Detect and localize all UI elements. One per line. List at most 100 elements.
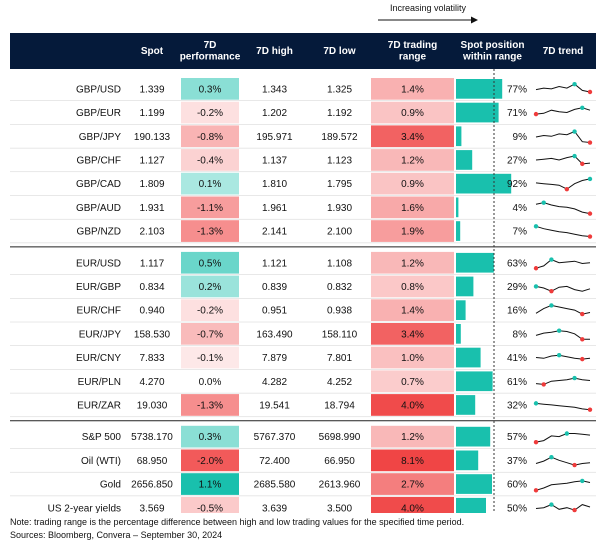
row-label: US 2-year yields	[48, 503, 121, 513]
range-value: 4.0%	[401, 503, 424, 513]
trend-low-dot	[580, 337, 585, 342]
range-cell	[371, 196, 454, 219]
perf-cell	[181, 149, 239, 171]
perf-cell	[181, 370, 239, 393]
low-value: 1.108	[327, 258, 352, 269]
volatility-legend-label: Increasing volatility	[389, 3, 467, 13]
footnote: Note: trading range is the percentage di…	[10, 516, 464, 542]
trend-high-dot	[533, 284, 539, 289]
range-cell	[371, 496, 454, 513]
column-header-pos: Spot position	[461, 40, 525, 51]
high-value: 0.951	[262, 306, 287, 317]
row-label: GBP/AUD	[76, 203, 121, 214]
range-value: 2.7%	[401, 480, 424, 491]
position-value: 41%	[507, 353, 527, 364]
spot-value: 1.117	[140, 258, 165, 269]
range-value: 0.9%	[401, 179, 424, 190]
trend-high-dot	[572, 129, 577, 134]
high-value: 1.343	[262, 84, 287, 95]
position-bar	[456, 126, 462, 147]
low-value: 5698.990	[319, 432, 361, 443]
high-value: 1.810	[262, 179, 287, 190]
trend-low-dot	[587, 211, 593, 216]
trend-high-dot	[533, 401, 539, 406]
position-bar	[456, 276, 474, 297]
trend-low-dot	[580, 311, 585, 317]
perf-value: -0.7%	[197, 329, 223, 340]
trend-high-dot	[572, 375, 577, 381]
header-band	[10, 33, 596, 69]
trend-low-dot	[533, 488, 539, 493]
perf-value: -0.5%	[197, 503, 223, 513]
position-bar	[456, 300, 466, 320]
position-bar	[456, 474, 492, 494]
low-value: 0.832	[327, 282, 352, 293]
perf-cell	[181, 275, 239, 298]
perf-value: -0.8%	[197, 132, 223, 143]
perf-value: -0.4%	[197, 155, 223, 166]
perf-cell	[181, 394, 239, 416]
high-value: 7.879	[262, 353, 287, 364]
perf-value: 1.1%	[199, 480, 222, 491]
position-value: 71%	[507, 108, 527, 119]
spot-value: 3.569	[139, 503, 164, 513]
perf-value: 0.2%	[199, 282, 222, 293]
low-value: 1.795	[327, 179, 352, 190]
position-bar	[456, 324, 461, 344]
position-value: 32%	[507, 400, 527, 411]
spot-value: 0.940	[139, 306, 164, 317]
position-value: 77%	[507, 84, 527, 95]
perf-value: -0.2%	[197, 108, 223, 119]
trend-high-dot	[580, 105, 585, 111]
position-value: 63%	[507, 258, 527, 269]
high-value: 163.490	[256, 329, 293, 340]
trend-low-dot	[587, 89, 593, 95]
perf-value: -1.3%	[197, 227, 223, 238]
row-label: GBP/USD	[76, 84, 121, 95]
perf-value: 0.3%	[199, 84, 222, 95]
range-value: 3.4%	[401, 132, 424, 143]
row-label: GBP/CHF	[77, 155, 121, 166]
high-value: 1.961	[262, 203, 287, 214]
perf-cell	[181, 299, 239, 321]
range-cell	[371, 473, 454, 495]
high-value: 2685.580	[254, 480, 296, 491]
perf-value: 0.5%	[199, 258, 222, 269]
volatility-arrow-icon	[378, 16, 478, 24]
trend-high-dot	[549, 502, 554, 507]
row-label: EUR/CNY	[76, 353, 121, 364]
trend-high-dot	[533, 224, 539, 229]
low-value: 1.930	[327, 203, 352, 214]
range-value: 0.8%	[401, 282, 424, 293]
perf-value: -1.1%	[197, 203, 223, 214]
low-value: 18.794	[324, 400, 355, 411]
spot-value: 1.199	[139, 108, 164, 119]
spot-value: 0.834	[139, 282, 164, 293]
range-value: 1.9%	[401, 227, 424, 238]
range-value: 1.2%	[401, 432, 424, 443]
trend-line	[535, 259, 591, 269]
trend-low-dot	[572, 462, 577, 468]
column-header-trend: 7D trend	[543, 46, 584, 57]
volatility-legend: Increasing volatility	[378, 3, 478, 24]
range-cell	[371, 149, 454, 171]
range-cell	[371, 323, 454, 345]
range-cell	[371, 172, 454, 195]
row-label: EUR/ZAR	[77, 400, 121, 411]
position-bar	[456, 347, 481, 368]
source-text: Sources: Bloomberg, Convera – September …	[10, 530, 223, 540]
position-bar	[456, 426, 491, 447]
perf-cell	[181, 172, 239, 195]
trend-high-dot	[587, 176, 593, 182]
trend-low-dot	[564, 186, 570, 192]
perf-cell	[181, 425, 239, 448]
trend-low-dot	[587, 407, 593, 412]
range-value: 0.7%	[401, 377, 424, 388]
column-header-range: range	[399, 52, 427, 63]
perf-value: -2.0%	[197, 456, 223, 467]
spot-value: 1.809	[139, 179, 164, 190]
position-value: 37%	[507, 456, 527, 467]
spot-value: 1.339	[139, 84, 164, 95]
high-value: 4.282	[262, 377, 287, 388]
